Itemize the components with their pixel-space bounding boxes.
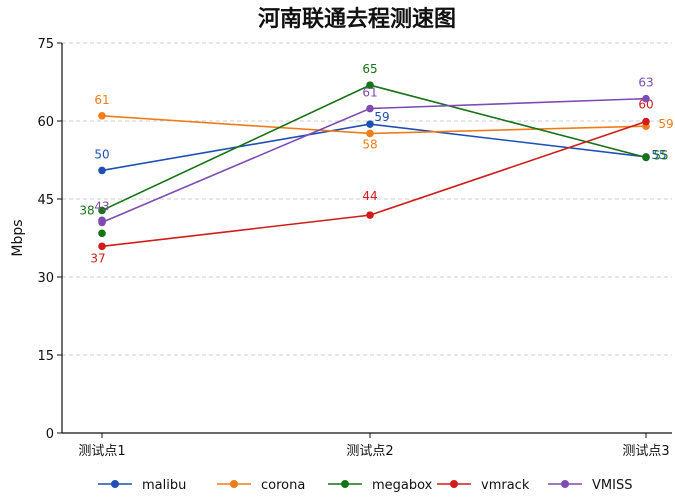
y-tick-label: 60 [37, 115, 54, 130]
data-point [98, 112, 106, 120]
legend-item-malibu: malibu [98, 478, 186, 493]
data-label: 50 [94, 147, 109, 161]
legend-label: megabox [372, 478, 433, 493]
series-malibu: 50 59 55 [94, 110, 667, 175]
chart-title: 河南联通去程测速图 [258, 6, 456, 32]
legend: malibu corona megabox vmrack VMISS [98, 478, 632, 493]
data-label: 44 [362, 189, 377, 203]
data-label: 63 [638, 76, 653, 90]
data-label: 55 [653, 148, 668, 162]
legend-marker [230, 480, 238, 488]
x-tick-labels: 测试点1 测试点2 测试点3 [78, 433, 670, 459]
series-megabox: 38 65 55 [79, 62, 669, 238]
grid-lines [62, 42, 672, 356]
data-label: 61 [94, 93, 109, 107]
data-label: 59 [374, 110, 389, 124]
series-corona: 61 58 59 [94, 93, 673, 152]
data-label: 58 [362, 137, 377, 151]
data-point [642, 117, 650, 126]
y-tick-labels: 0 15 30 45 60 75 [37, 37, 62, 442]
data-point [98, 166, 106, 175]
legend-label: malibu [142, 478, 186, 493]
legend-label: vmrack [481, 478, 530, 493]
data-point-extra [98, 229, 106, 238]
series-vmiss: 43 61 63 [94, 76, 654, 227]
data-point [366, 81, 374, 89]
data-point [366, 211, 374, 219]
legend-label: corona [261, 478, 305, 493]
legend-marker [341, 480, 349, 488]
data-point [642, 153, 650, 162]
data-label: 65 [362, 62, 377, 76]
legend-marker [561, 480, 569, 488]
data-label: 60 [638, 98, 653, 112]
x-tick-label: 测试点1 [78, 444, 125, 459]
axes [61, 43, 672, 434]
y-tick-label: 75 [37, 37, 54, 52]
data-point [366, 129, 374, 138]
y-tick-label: 45 [37, 193, 54, 208]
legend-item-megabox: megabox [328, 478, 433, 493]
legend-item-vmiss: VMISS [548, 478, 632, 493]
x-tick-label: 测试点2 [346, 444, 393, 459]
data-label: 37 [90, 251, 105, 265]
data-label: 43 [94, 199, 109, 213]
x-tick-label: 测试点3 [622, 444, 669, 459]
data-point-extra [98, 216, 106, 225]
data-label: 55 [651, 148, 666, 162]
legend-label: VMISS [592, 478, 632, 493]
legend-marker [111, 480, 119, 488]
data-point [366, 120, 374, 128]
y-axis-label: Mbps [10, 219, 26, 256]
data-label: 59 [658, 117, 673, 131]
y-tick-label: 15 [37, 349, 54, 364]
data-point [366, 104, 374, 113]
y-tick-label: 0 [46, 427, 54, 442]
data-label: 61 [362, 86, 377, 100]
series-vmrack: 37 44 60 [90, 98, 653, 266]
legend-marker [450, 480, 458, 488]
legend-item-corona: corona [217, 478, 305, 493]
data-label: 38 [79, 203, 94, 217]
legend-item-vmrack: vmrack [437, 478, 530, 493]
data-point [98, 206, 106, 215]
y-tick-label: 30 [37, 271, 54, 286]
data-point [642, 94, 650, 103]
data-point [98, 242, 106, 251]
